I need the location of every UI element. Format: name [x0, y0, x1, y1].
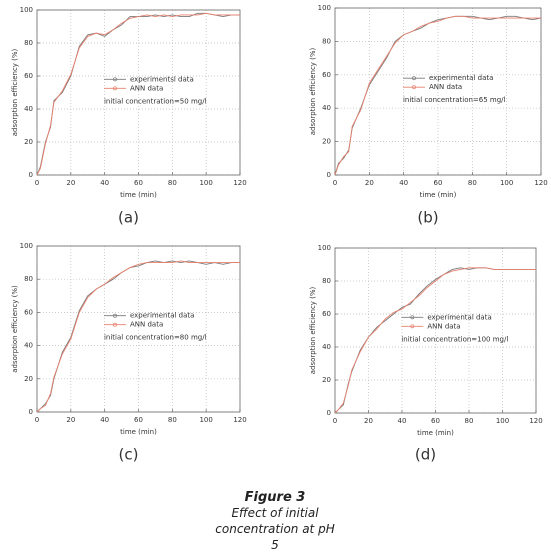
- y-tick-label: 40: [24, 342, 33, 350]
- legend-marker: [113, 86, 117, 91]
- legend-label: ANN data: [429, 83, 462, 91]
- x-tick-label: 80: [465, 417, 474, 425]
- y-tick-label: 80: [24, 275, 33, 283]
- annotation: initial concentration=100 mg/l: [401, 335, 508, 343]
- plot-frame: [334, 7, 542, 176]
- legend-label: experimental data: [429, 74, 493, 82]
- y-tick-label: 80: [24, 39, 33, 47]
- y-tick-label: 60: [322, 71, 331, 79]
- x-tick-label: 40: [398, 417, 407, 425]
- y-axis-label: adsorption efficiency (%): [11, 48, 19, 136]
- panel-label: (b): [417, 209, 438, 227]
- caption-block: Figure 3 Effect of initial concentration…: [215, 490, 335, 553]
- y-axis-label: adsorption efficiency (%): [309, 47, 317, 135]
- x-tick-label: 0: [35, 179, 39, 187]
- legend-marker: [410, 324, 415, 329]
- x-tick-label: 60: [134, 416, 143, 424]
- legend-label: experimentsl data: [130, 75, 194, 83]
- legend-label: ANN data: [130, 84, 163, 92]
- x-tick-label: 0: [35, 416, 39, 424]
- y-tick-label: 20: [322, 376, 331, 384]
- y-tick-label: 100: [20, 242, 33, 250]
- y-axis-label: adsorption efficiency (%): [11, 285, 19, 373]
- y-tick-label: 100: [318, 244, 331, 252]
- x-tick-label: 120: [534, 179, 547, 187]
- legend-label: experimental data: [130, 312, 194, 320]
- caption: Effect of initial concentration at pH 5: [215, 506, 335, 552]
- x-tick-label: 100: [199, 179, 212, 187]
- x-tick-label: 40: [399, 179, 408, 187]
- legend-label: experimental data: [427, 313, 491, 321]
- x-tick-label: 80: [468, 179, 477, 187]
- panel-label: (c): [119, 446, 139, 464]
- plot-frame: [334, 247, 537, 414]
- y-tick-label: 80: [322, 37, 331, 45]
- figure-label: Figure 3: [244, 490, 306, 505]
- legend-marker: [412, 76, 416, 81]
- x-axis-label: time (min): [420, 191, 457, 199]
- y-tick-label: 20: [24, 138, 33, 146]
- annotation: initial concentration=65 mg/l: [403, 96, 506, 104]
- legend-marker: [412, 85, 416, 90]
- y-tick-label: 60: [24, 72, 33, 80]
- x-tick-label: 40: [100, 179, 109, 187]
- panel-label: (d): [415, 446, 436, 464]
- y-tick-label: 100: [318, 4, 331, 12]
- y-tick-label: 60: [24, 308, 33, 316]
- x-tick-label: 20: [365, 179, 374, 187]
- data-line: [36, 12, 240, 176]
- data-line: [334, 267, 536, 414]
- x-tick-label: 20: [364, 417, 373, 425]
- x-tick-label: 60: [431, 417, 440, 425]
- y-tick-label: 20: [24, 375, 33, 383]
- y-tick-label: 0: [29, 408, 33, 416]
- y-tick-label: 0: [327, 171, 331, 179]
- x-tick-label: 60: [134, 179, 143, 187]
- y-tick-label: 40: [24, 105, 33, 113]
- x-tick-label: 100: [199, 416, 212, 424]
- data-line: [334, 15, 541, 176]
- x-tick-label: 80: [168, 416, 177, 424]
- y-tick-label: 40: [322, 104, 331, 112]
- x-tick-label: 120: [529, 417, 542, 425]
- y-axis-label: adsorption efficiency (%): [309, 286, 317, 374]
- x-tick-label: 0: [333, 179, 337, 187]
- annotation: initial concentration=80 mg/l: [104, 334, 207, 342]
- x-tick-label: 80: [168, 179, 177, 187]
- legend-marker: [113, 77, 117, 82]
- y-tick-label: 0: [29, 171, 33, 179]
- x-tick-label: 40: [100, 416, 109, 424]
- figure: 0 20 40 60 80 100 0 20 40 60 80 100 120 time (min) ads…: [11, 4, 548, 464]
- x-axis-label: time (min): [120, 428, 157, 436]
- legend-label: ANN data: [130, 321, 163, 329]
- y-tick-label: 20: [322, 138, 331, 146]
- x-tick-label: 60: [434, 179, 443, 187]
- legend-label: ANN data: [427, 322, 460, 330]
- x-axis-label: time (min): [120, 191, 157, 199]
- y-tick-label: 40: [322, 343, 331, 351]
- y-tick-label: 0: [327, 409, 331, 417]
- x-tick-label: 120: [233, 416, 246, 424]
- y-tick-label: 80: [322, 277, 331, 285]
- legend-marker: [113, 313, 117, 318]
- x-tick-label: 100: [500, 179, 513, 187]
- legend-marker: [113, 322, 117, 327]
- y-tick-label: 100: [20, 6, 33, 14]
- legend-marker: [410, 315, 415, 320]
- x-tick-label: 120: [233, 179, 246, 187]
- annotation: initial concentration=50 mg/l: [104, 97, 207, 105]
- x-tick-label: 100: [496, 417, 509, 425]
- data-line: [36, 260, 240, 413]
- plot-frame: [36, 9, 241, 176]
- x-tick-label: 20: [66, 179, 75, 187]
- plot-frame: [36, 245, 241, 413]
- panel-label: (a): [118, 209, 139, 227]
- x-axis-label: time (min): [417, 429, 454, 437]
- y-tick-label: 60: [322, 310, 331, 318]
- x-tick-label: 0: [333, 417, 337, 425]
- x-tick-label: 20: [66, 416, 75, 424]
